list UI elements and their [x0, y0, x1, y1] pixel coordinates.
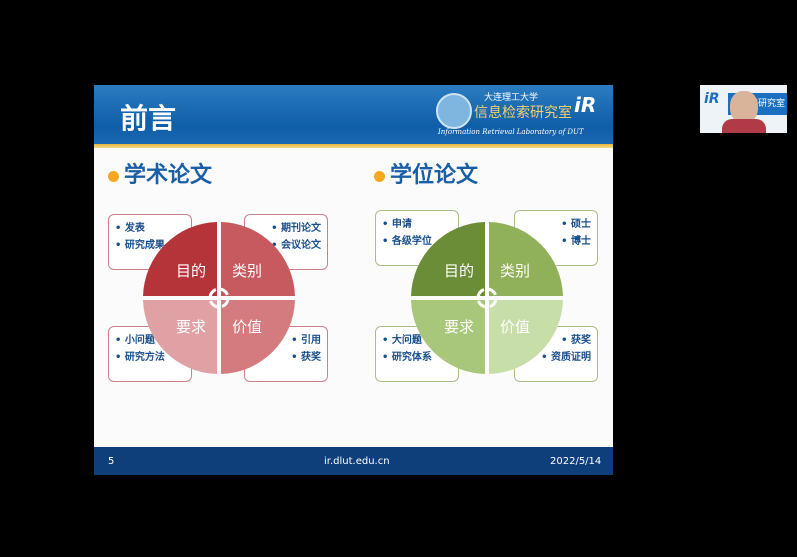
box-item: • 获奖 [561, 335, 591, 346]
box-item: • 博士 [561, 236, 591, 247]
box-item: • 期刊论文 [271, 223, 321, 234]
left-quadrant [143, 222, 217, 296]
quadrant-label: 目的 [444, 262, 474, 280]
right-quadrant [411, 222, 485, 296]
presenter-body [722, 119, 766, 133]
left-quadrant [221, 222, 295, 296]
footer-date: 2022/5/14 [550, 456, 602, 467]
box-item: • 研究成果 [115, 240, 165, 251]
heading-text: 学位论文 [390, 163, 479, 188]
cycle-arrows-icon [476, 287, 498, 309]
university-seal-icon [436, 93, 472, 129]
box-item: • 硕士 [561, 219, 591, 230]
quadrant-label: 要求 [444, 318, 474, 336]
right-quadrant [411, 300, 485, 374]
box-item: • 发表 [115, 223, 145, 234]
quadrant-label: 目的 [176, 262, 206, 280]
webcam-thumbnail[interactable]: 索研究室 iR [700, 85, 787, 133]
quadrant-label: 类别 [232, 262, 262, 280]
footer-url: ir.dlut.edu.cn [324, 456, 390, 467]
quadrant-label: 要求 [176, 318, 206, 336]
slide-header [94, 85, 613, 144]
box-item: • 研究方法 [115, 352, 165, 363]
box-item: • 研究体系 [382, 352, 432, 363]
box-item: • 小问题 [115, 335, 155, 346]
ir-logo: iR [574, 93, 597, 117]
header-divider [94, 144, 613, 148]
webcam-ir-logo: iR [704, 91, 720, 107]
bullet-icon [108, 170, 119, 182]
quadrant-label: 价值 [500, 318, 530, 336]
box-item: • 申请 [382, 219, 412, 230]
section-heading-left: 学术论文 [108, 157, 212, 189]
quadrant-label: 价值 [232, 318, 262, 336]
box-item: • 会议论文 [271, 240, 321, 251]
lab-logo: 大连理工大学 信息检索研究室 Information Retrieval Lab… [434, 89, 610, 141]
slide-title: 前言 [120, 102, 177, 135]
box-item: • 大问题 [382, 335, 422, 346]
section-heading-right: 学位论文 [374, 157, 478, 189]
page-number: 5 [108, 456, 115, 467]
box-item: • 各级学位 [382, 236, 432, 247]
box-item: • 资质证明 [541, 352, 591, 363]
quadrant-label: 类别 [500, 262, 530, 280]
left-quadrant [143, 300, 217, 374]
logo-university: 大连理工大学 [484, 93, 539, 103]
left-quadrant [221, 300, 295, 374]
box-item: • 引用 [291, 335, 321, 346]
logo-english: Information Retrieval Laboratory of DUT [438, 128, 584, 136]
right-quadrant [489, 222, 563, 296]
heading-text: 学术论文 [124, 163, 213, 188]
box-item: • 获奖 [291, 352, 321, 363]
right-quadrant [489, 300, 563, 374]
presentation-slide: 前言 大连理工大学 信息检索研究室 Information Retrieval … [94, 85, 613, 475]
slide-footer: 5 ir.dlut.edu.cn 2022/5/14 [94, 447, 613, 475]
logo-lab: 信息检索研究室 [474, 105, 572, 121]
presenter-face [730, 91, 758, 123]
cycle-arrows-icon [208, 287, 230, 309]
bullet-icon [374, 170, 385, 182]
